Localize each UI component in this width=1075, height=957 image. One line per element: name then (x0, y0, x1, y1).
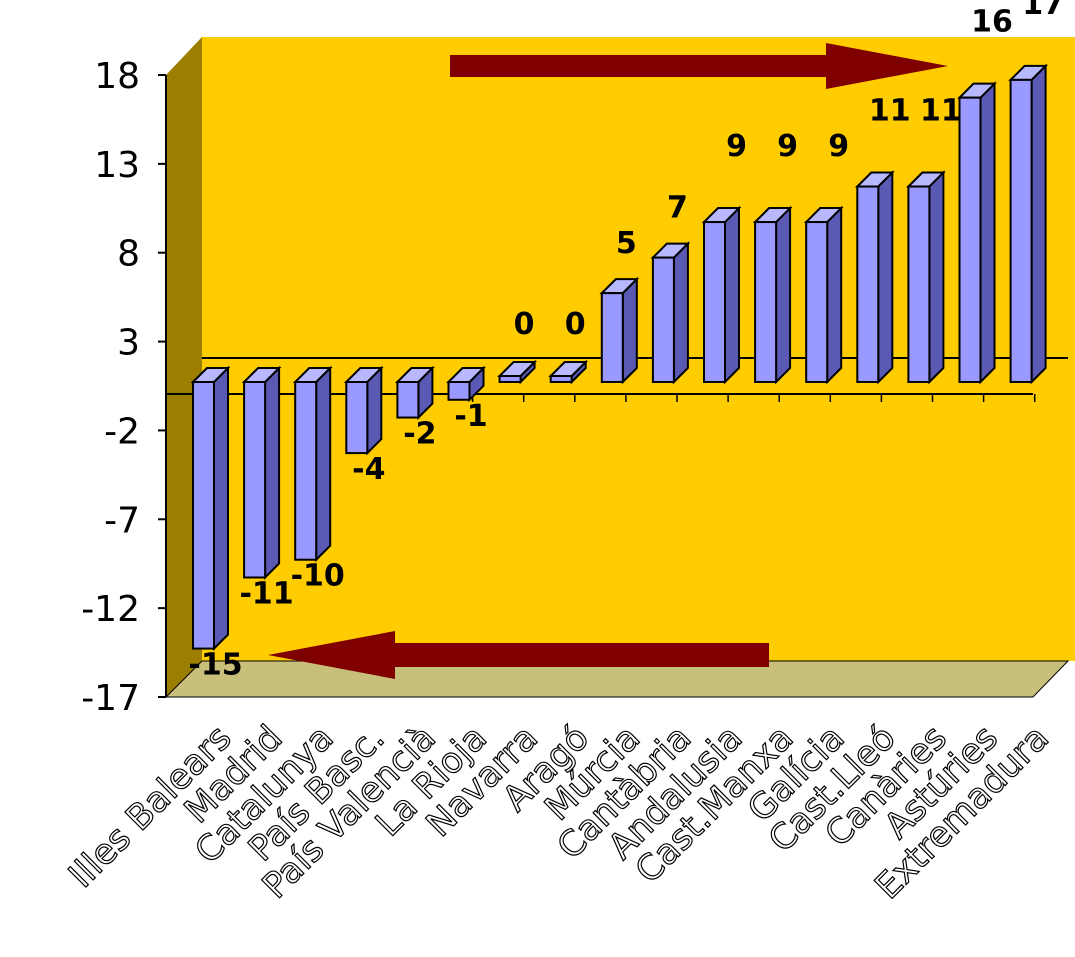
bar-side (264, 365, 281, 580)
bar (599, 276, 640, 385)
bar-front (805, 221, 829, 383)
bar (854, 170, 895, 385)
bar (1008, 63, 1049, 385)
bar (752, 205, 793, 385)
bar-side (928, 170, 945, 385)
bars (190, 63, 1049, 651)
y-tick-label: -2 (104, 411, 140, 452)
bar-front (958, 96, 982, 384)
bar-side (315, 365, 332, 563)
y-tick-label: -12 (81, 589, 140, 630)
bar (548, 359, 589, 385)
bar (292, 365, 333, 563)
bar (701, 205, 742, 385)
bar-front (396, 381, 420, 419)
y-tick-label: 13 (94, 145, 140, 186)
bar-front (651, 256, 675, 384)
data-label: 9 (828, 129, 849, 164)
data-label: 9 (726, 129, 747, 164)
data-label: 0 (565, 307, 586, 342)
bar-front (192, 381, 215, 650)
bar (803, 205, 844, 385)
bar-side (213, 365, 229, 651)
bar (343, 365, 384, 456)
arrow-right (450, 43, 948, 89)
bar-side (877, 170, 894, 385)
data-label: 7 (667, 191, 688, 226)
data-label: 11 (869, 94, 911, 129)
data-label: -4 (352, 452, 385, 487)
bar-side (979, 81, 996, 385)
bar-side (672, 241, 689, 385)
bar (446, 365, 486, 403)
arrow-left (268, 631, 769, 679)
bar-side (724, 205, 740, 385)
trend-arrows (268, 43, 948, 679)
data-label: -15 (188, 648, 242, 683)
data-label: 16 (971, 5, 1013, 40)
bar-front (447, 381, 471, 401)
data-label: 17 (1022, 0, 1064, 22)
y-tick-label: -17 (81, 678, 140, 719)
y-tick-label: 18 (94, 56, 140, 97)
bar-side (826, 205, 843, 385)
data-label: -11 (239, 576, 293, 611)
bar-front (243, 381, 267, 579)
data-label: -2 (403, 417, 436, 452)
bar (650, 241, 691, 385)
bar-front (856, 185, 880, 383)
bar-side (621, 276, 638, 385)
bar-front (549, 375, 573, 383)
y-tick-label: 8 (117, 234, 140, 275)
bar (190, 365, 231, 651)
bar-side (775, 205, 792, 385)
bar-front (703, 221, 726, 383)
bar-front (294, 381, 318, 561)
bar (394, 365, 435, 420)
bar (497, 359, 538, 385)
bar-front (907, 185, 931, 383)
y-tick-label: 3 (117, 323, 140, 364)
bar-front (498, 375, 522, 383)
bar (905, 170, 946, 385)
bar-front (754, 221, 778, 383)
data-label: -10 (291, 559, 345, 594)
bar-front (345, 381, 369, 455)
bar-side (1030, 63, 1047, 385)
data-label: -1 (454, 399, 487, 434)
data-label: 0 (514, 307, 535, 342)
bar (957, 81, 997, 385)
data-label: 9 (777, 129, 798, 164)
bar-front (1009, 78, 1033, 383)
data-label: 11 (920, 94, 962, 129)
data-label: 5 (616, 226, 637, 261)
y-tick-label: -7 (104, 500, 140, 541)
bar (241, 365, 282, 580)
bar-front (600, 292, 624, 383)
